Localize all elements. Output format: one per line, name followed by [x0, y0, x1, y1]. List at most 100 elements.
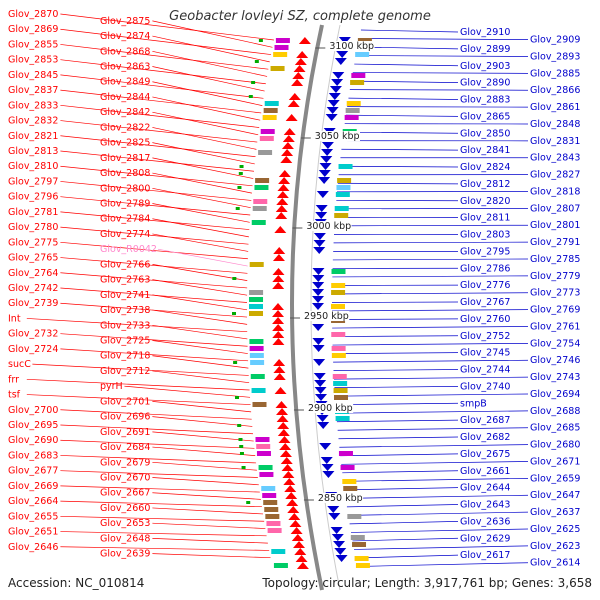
leader-line — [333, 359, 529, 363]
gene-label-left: Glov_2670 — [100, 473, 150, 484]
cog-feature-block — [266, 521, 281, 526]
leader-line — [332, 309, 529, 312]
genome-title: Geobacter lovleyi SZ, complete genome — [169, 9, 431, 24]
gene-label-left: Glov_2817 — [100, 153, 150, 164]
topology-summary: Topology: circular; Length: 3,917,761 bp… — [262, 576, 592, 590]
gc-marker — [239, 445, 244, 448]
cog-feature-block — [334, 206, 349, 211]
leader-line — [60, 211, 250, 230]
forward-gene-arrow — [294, 58, 307, 65]
cog-feature-block — [256, 451, 271, 456]
leader-line — [60, 515, 265, 522]
leader-line — [351, 80, 459, 83]
gene-label-left: Int — [8, 313, 21, 324]
forward-gene-arrow — [288, 93, 301, 100]
reverse-gene-arrow — [318, 177, 331, 184]
gene-label-left: Glov_2869 — [8, 24, 58, 35]
leader-line — [343, 131, 459, 134]
forward-gene-arrow — [291, 534, 304, 541]
leader-line — [333, 369, 459, 371]
leader-line — [60, 424, 254, 435]
forward-gene-arrow — [278, 170, 291, 177]
gene-label-left: Glov_2725 — [100, 336, 150, 347]
gene-label-left: Glov_2690 — [8, 435, 58, 446]
leader-line — [346, 504, 459, 508]
leader-line — [339, 444, 529, 448]
reverse-gene-arrow — [330, 527, 343, 534]
gc-marker — [232, 312, 237, 315]
reverse-gene-arrow — [313, 240, 326, 247]
gene-label-right: Glov_2818 — [530, 186, 580, 197]
reverse-gene-arrow — [312, 268, 325, 275]
reverse-gene-arrow — [312, 296, 325, 303]
gene-label-left: Glov_2849 — [100, 77, 150, 88]
leader-line — [348, 97, 459, 100]
leader-line — [26, 378, 250, 391]
reverse-gene-arrow — [335, 555, 348, 562]
gene-label-left: Glov_2742 — [8, 283, 58, 294]
gene-label-left: frr — [8, 374, 19, 385]
leader-line — [349, 89, 529, 91]
gene-label-left: Glov_2724 — [8, 344, 58, 355]
gene-label-left: Glov_2853 — [8, 55, 58, 66]
cog-feature-block — [249, 262, 264, 267]
gene-label-left: Glov_2822 — [100, 122, 150, 133]
forward-gene-arrow — [272, 317, 285, 324]
gc-marker — [239, 165, 244, 168]
forward-gene-arrow — [287, 100, 300, 107]
gene-label-left: pyrH — [100, 381, 123, 392]
leader-line — [152, 203, 250, 223]
leader-lines — [26, 13, 529, 567]
leader-line — [152, 340, 248, 354]
leader-line — [60, 348, 249, 362]
gene-label-left: Glov_2845 — [8, 70, 58, 81]
gene-label-left: Glov_2821 — [8, 131, 58, 142]
gene-label-right: Glov_2661 — [460, 466, 510, 477]
bp-tick-bg — [302, 311, 350, 321]
forward-gene-arrow — [283, 128, 296, 135]
gene-label-right: Glov_2824 — [460, 162, 510, 173]
cog-feature-block — [334, 213, 349, 218]
cog-feature-block — [249, 297, 264, 302]
gene-label-left: Glov_2781 — [8, 207, 58, 218]
forward-gene-arrow — [290, 527, 303, 534]
leader-line — [152, 50, 268, 77]
gene-label-right: Glov_2910 — [460, 27, 510, 38]
cog-feature-block — [274, 45, 289, 50]
gene-label-right: Glov_2752 — [460, 331, 510, 342]
reverse-gene-arrow — [321, 142, 334, 149]
leader-line — [359, 38, 529, 40]
forward-gene-arrow — [278, 436, 291, 443]
forward-gene-arrow — [273, 359, 286, 366]
cog-feature-block — [331, 332, 346, 337]
forward-gene-arrow — [292, 72, 305, 79]
gc-marker — [254, 60, 259, 63]
gene-label-left: Glov_2763 — [100, 275, 150, 286]
reverse-gene-arrow — [327, 100, 340, 107]
gene-label-right: Glov_2820 — [460, 196, 510, 207]
reverse-gene-arrow — [318, 170, 331, 177]
reverse-gene-arrow — [334, 58, 347, 65]
gene-label-right: Glov_2644 — [460, 483, 510, 494]
cog-feature-block — [263, 108, 278, 113]
forward-gene-arrow — [282, 135, 295, 142]
reverse-gene-arrow — [315, 212, 328, 219]
leader-line — [336, 419, 459, 423]
forward-gene-arrow — [277, 429, 290, 436]
reverse-gene-arrow — [331, 79, 344, 86]
gene-label-right: Glov_2688 — [530, 406, 580, 417]
cog-feature-block — [259, 472, 274, 477]
leader-line — [332, 342, 529, 346]
gene-label-left: Glov_2655 — [8, 511, 58, 522]
leader-line — [332, 335, 459, 337]
gc-marker — [237, 424, 242, 427]
gene-label-right: Glov_2746 — [530, 355, 580, 366]
bp-tick-bg — [305, 403, 354, 413]
leader-line — [152, 477, 259, 486]
bp-tick-label: 3050 kbp — [315, 131, 360, 142]
accession-text: Accession: NC_010814 — [8, 576, 145, 590]
bp-tick-label: 3000 kbp — [306, 221, 351, 232]
gene-labels: Glov_2870 Glov_2875 Glov_2869 Glov_2874 Glov… — [8, 9, 580, 569]
gene-label-left: Glov_2837 — [8, 85, 58, 96]
cog-feature-block — [345, 108, 360, 113]
